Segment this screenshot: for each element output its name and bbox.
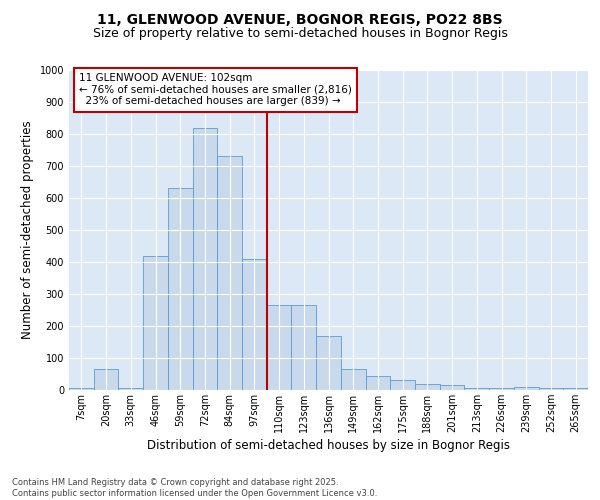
Bar bbox=[539, 388, 563, 390]
Bar bbox=[514, 387, 539, 390]
Bar bbox=[118, 388, 143, 390]
Bar bbox=[168, 188, 193, 390]
Bar bbox=[489, 388, 514, 390]
Bar bbox=[464, 388, 489, 390]
Bar bbox=[316, 336, 341, 390]
Bar bbox=[242, 259, 267, 390]
Bar bbox=[563, 388, 588, 390]
Bar bbox=[365, 376, 390, 390]
Bar bbox=[217, 156, 242, 390]
Bar bbox=[341, 369, 365, 390]
Bar bbox=[390, 380, 415, 390]
Bar bbox=[94, 369, 118, 390]
Text: Size of property relative to semi-detached houses in Bognor Regis: Size of property relative to semi-detach… bbox=[92, 28, 508, 40]
Text: 11, GLENWOOD AVENUE, BOGNOR REGIS, PO22 8BS: 11, GLENWOOD AVENUE, BOGNOR REGIS, PO22 … bbox=[97, 12, 503, 26]
Bar bbox=[415, 384, 440, 390]
Bar bbox=[267, 305, 292, 390]
Text: 11 GLENWOOD AVENUE: 102sqm
← 76% of semi-detached houses are smaller (2,816)
  2: 11 GLENWOOD AVENUE: 102sqm ← 76% of semi… bbox=[79, 73, 352, 106]
X-axis label: Distribution of semi-detached houses by size in Bognor Regis: Distribution of semi-detached houses by … bbox=[147, 439, 510, 452]
Bar bbox=[143, 256, 168, 390]
Bar bbox=[193, 128, 217, 390]
Bar bbox=[69, 388, 94, 390]
Bar bbox=[292, 305, 316, 390]
Y-axis label: Number of semi-detached properties: Number of semi-detached properties bbox=[21, 120, 34, 340]
Bar bbox=[440, 385, 464, 390]
Text: Contains HM Land Registry data © Crown copyright and database right 2025.
Contai: Contains HM Land Registry data © Crown c… bbox=[12, 478, 377, 498]
